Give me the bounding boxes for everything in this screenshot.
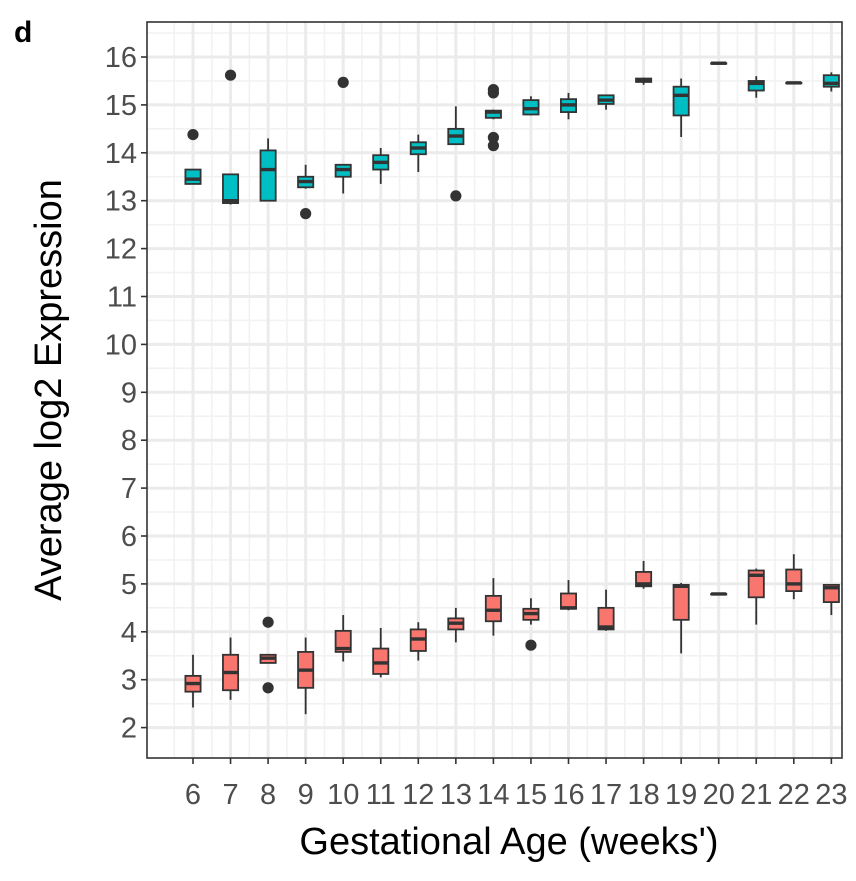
iqr-box: [785, 568, 803, 592]
y-tick-label: 15: [105, 90, 137, 122]
iqr-box: [259, 149, 277, 202]
box-12: [409, 622, 427, 661]
x-tick-label: 20: [703, 779, 735, 811]
x-tick-label: 12: [402, 779, 434, 811]
x-tick-label: 14: [477, 779, 509, 811]
box-19: [672, 78, 690, 137]
x-tick-label: 18: [627, 779, 659, 811]
iqr-box: [184, 168, 202, 185]
y-tick-label: 6: [121, 521, 137, 553]
box-15: [522, 598, 540, 651]
box-7: [222, 69, 240, 205]
outlier-point: [262, 682, 274, 694]
y-tick-label: 9: [121, 377, 137, 409]
y-tick-label: 10: [105, 329, 137, 361]
box-11: [372, 627, 390, 678]
iqr-box: [672, 85, 690, 117]
x-tick-label: 15: [515, 779, 547, 811]
outlier-point: [525, 639, 537, 651]
x-tick-label: 16: [552, 779, 584, 811]
box-20: [710, 61, 728, 65]
box-17: [597, 589, 615, 631]
x-axis-title: Gestational Age (weeks'): [299, 821, 718, 863]
y-tick-label: 4: [121, 617, 137, 649]
x-tick-label: 21: [740, 779, 772, 811]
y-tick-label: 13: [105, 186, 137, 218]
box-17: [597, 94, 615, 110]
outlier-point: [450, 190, 462, 202]
box-18: [635, 77, 653, 85]
box-22: [785, 554, 803, 600]
box-12: [409, 134, 427, 172]
x-tick-label: 13: [440, 779, 472, 811]
box-8: [259, 138, 277, 202]
box-21: [747, 568, 765, 625]
box-8: [259, 616, 277, 694]
box-10: [334, 76, 352, 194]
panel-border: [146, 21, 843, 759]
x-tick-label: 23: [815, 779, 847, 811]
boxes: [184, 61, 840, 715]
box-13: [447, 106, 465, 202]
x-tick-label: 8: [260, 779, 276, 811]
outlier-point: [487, 87, 499, 99]
x-tick-label: 10: [327, 779, 359, 811]
iqr-box: [822, 74, 840, 88]
x-tick-label: 17: [590, 779, 622, 811]
box-18: [635, 560, 653, 589]
outlier-point: [300, 208, 312, 220]
iqr-box: [672, 583, 690, 621]
box-14: [484, 83, 502, 152]
x-tick-label: 11: [366, 779, 396, 811]
box-16: [560, 92, 578, 120]
iqr-box: [334, 629, 352, 653]
y-tick-label: 5: [121, 569, 137, 601]
outlier-point: [224, 69, 237, 81]
box-16: [560, 580, 578, 611]
box-22: [785, 81, 803, 85]
y-tick-label: 11: [107, 282, 137, 314]
x-tick-label: 6: [185, 779, 201, 811]
box-23: [822, 72, 840, 92]
box-10: [334, 615, 352, 662]
y-tick-label: 14: [105, 138, 137, 170]
box-14: [484, 578, 502, 636]
box-9: [297, 637, 315, 715]
iqr-box: [597, 606, 615, 631]
y-tick-label: 12: [105, 234, 137, 266]
box-7: [222, 637, 240, 700]
y-axis-title: Average log2 Expression: [28, 179, 70, 601]
y-tick-label: 8: [121, 425, 137, 457]
outlier-point: [337, 76, 349, 88]
y-tick-label: 3: [121, 665, 137, 697]
box-6: [184, 128, 202, 185]
box-13: [447, 607, 465, 643]
box-19: [672, 582, 690, 654]
x-tick-label: 9: [298, 779, 314, 811]
box-11: [372, 148, 390, 184]
x-tick-label: 7: [222, 779, 238, 811]
outlier-point: [487, 140, 499, 152]
y-tick-label: 7: [121, 473, 137, 505]
iqr-box: [222, 173, 240, 204]
iqr-box: [747, 569, 765, 599]
box-15: [522, 96, 540, 116]
y-tick-label: 16: [105, 42, 137, 74]
box-23: [822, 583, 840, 616]
panel-label: d: [14, 16, 32, 49]
iqr-box: [747, 80, 765, 92]
outlier-point: [487, 131, 499, 144]
box-6: [184, 654, 202, 708]
box-21: [747, 76, 765, 98]
box-9: [297, 164, 315, 220]
x-tick-label: 22: [778, 779, 810, 811]
x-tick-label: 19: [665, 779, 697, 811]
y-tick-label: 2: [121, 713, 137, 745]
outlier-point: [187, 128, 199, 141]
box-20: [710, 592, 728, 596]
outlier-point: [262, 616, 274, 628]
